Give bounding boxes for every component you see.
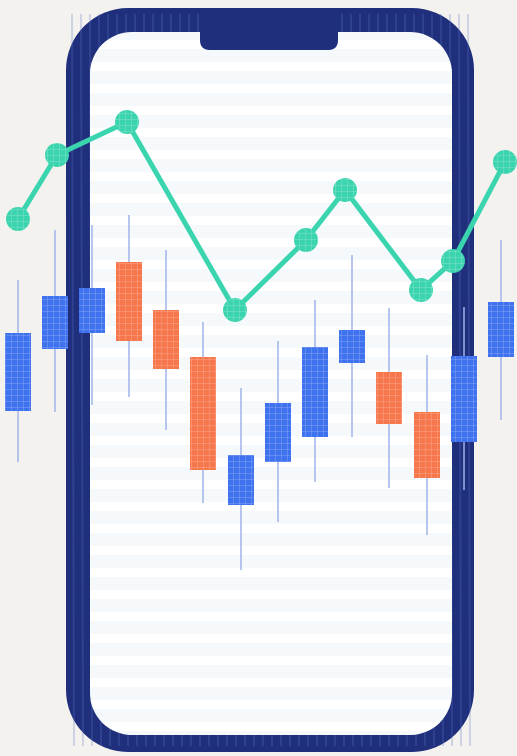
candle-texture	[265, 403, 291, 462]
screen-stripe	[90, 348, 452, 357]
screen-stripe	[90, 524, 452, 533]
phone-notch	[200, 8, 338, 50]
trend-dot-texture	[115, 110, 139, 134]
screen-stripe	[90, 678, 452, 687]
screen-stripe	[90, 546, 452, 555]
screen-stripe	[90, 722, 452, 731]
candle-texture	[376, 372, 402, 424]
screen-stripe	[90, 84, 452, 93]
screen-stripe	[90, 216, 452, 225]
trend-dot-texture	[409, 278, 433, 302]
candle-texture	[190, 357, 216, 470]
candle-texture	[414, 412, 440, 478]
screen-stripe	[90, 480, 452, 489]
screen-stripe	[90, 194, 452, 203]
candle-texture	[79, 288, 105, 333]
candle-texture	[339, 330, 365, 363]
trend-dot-texture	[294, 228, 318, 252]
screen-stripe	[90, 128, 452, 137]
screen-stripe	[90, 238, 452, 247]
screen-stripe	[90, 172, 452, 181]
trend-dot-texture	[45, 143, 69, 167]
trend-dot-texture	[333, 178, 357, 202]
screen-stripe	[90, 656, 452, 665]
screen-stripe	[90, 590, 452, 599]
screen-stripe	[90, 326, 452, 335]
trend-dot-texture	[493, 150, 517, 174]
candle-texture	[228, 455, 254, 505]
screen-stripe	[90, 502, 452, 511]
candle-texture	[488, 302, 514, 357]
trend-dot-texture	[6, 207, 30, 231]
screen-stripe	[90, 568, 452, 577]
candle-texture	[5, 333, 31, 411]
candle-texture	[451, 356, 477, 442]
screen-stripe	[90, 62, 452, 71]
candle-texture	[153, 310, 179, 369]
screen-stripe	[90, 282, 452, 291]
screen-stripe	[90, 634, 452, 643]
candle-texture	[42, 296, 68, 349]
screen-stripe	[90, 612, 452, 621]
trend-dot-texture	[441, 249, 465, 273]
screen-stripe	[90, 304, 452, 313]
candle-texture	[302, 347, 328, 437]
screen-stripe	[90, 700, 452, 709]
screen-stripe	[90, 106, 452, 115]
trend-dot-texture	[223, 298, 247, 322]
candle-texture	[116, 262, 142, 341]
